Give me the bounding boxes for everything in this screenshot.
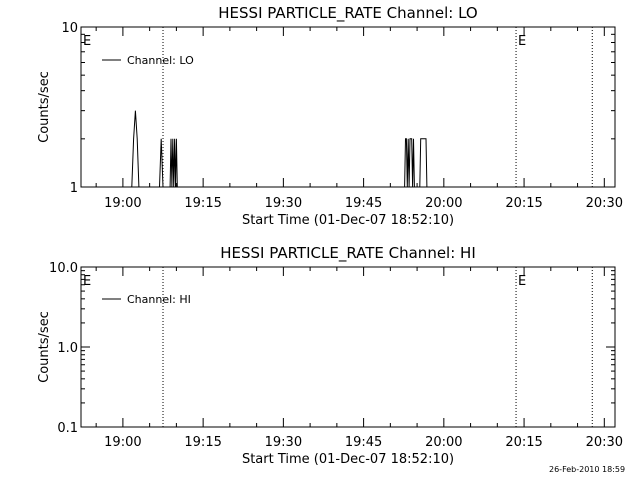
panel-1-y-axis-label: Counts/sec <box>37 71 52 143</box>
panel-2-x-tick-label: 20:15 <box>505 435 542 450</box>
panel-1-x-tick-label: 20:30 <box>586 196 623 211</box>
panel-1-y-tick-label: 10 <box>61 21 78 36</box>
panel-1-plot-frame <box>80 26 616 188</box>
panel-2-x-tick-label: 19:45 <box>345 435 382 450</box>
panel-1-x-tick-label: 19:30 <box>265 196 302 211</box>
panel-1-event-marker: E <box>83 34 91 49</box>
panel-2-plot-frame <box>80 266 616 428</box>
panel-2-y-tick-label: 0.1 <box>57 421 78 436</box>
timestamp-stamp: 26-Feb-2010 18:59 <box>549 465 626 474</box>
panel-2-y-tick-label: 10.0 <box>49 261 78 276</box>
panel-2-x-tick-label: 20:30 <box>586 435 623 450</box>
panel-1-x-tick-label: 19:00 <box>104 196 141 211</box>
panel-1-series-line <box>131 110 428 188</box>
panel-2-x-tick-label: 19:15 <box>184 435 221 450</box>
panel-2-event-marker: E <box>518 274 526 289</box>
panel-2-y-tick-label: 1.0 <box>57 341 78 356</box>
panel-2-event-marker: E <box>83 274 91 289</box>
panel-1-x-tick-label: 19:45 <box>345 196 382 211</box>
panel-1-y-tick-label: 1 <box>70 181 78 196</box>
panel-2-legend-label: Channel: HI <box>127 293 191 306</box>
panel-1-x-tick-label: 19:15 <box>184 196 221 211</box>
panel-2-x-tick-label: 19:00 <box>104 435 141 450</box>
panel-1-legend-label: Channel: LO <box>127 54 194 67</box>
panel-2-x-axis-label: Start Time (01-Dec-07 18:52:10) <box>242 452 454 467</box>
panel-2-title: HESSI PARTICLE_RATE Channel: HI <box>220 244 476 263</box>
panel-1-title: HESSI PARTICLE_RATE Channel: LO <box>218 4 477 23</box>
panel-1-x-tick-label: 20:15 <box>505 196 542 211</box>
panel-2-x-tick-label: 20:00 <box>425 435 462 450</box>
panel-2-y-axis-label: Counts/sec <box>37 311 52 383</box>
panel-2-x-tick-label: 19:30 <box>265 435 302 450</box>
panel-1-event-marker: E <box>518 34 526 49</box>
panel-1-x-tick-label: 20:00 <box>425 196 462 211</box>
panel-1-x-axis-label: Start Time (01-Dec-07 18:52:10) <box>242 213 454 228</box>
